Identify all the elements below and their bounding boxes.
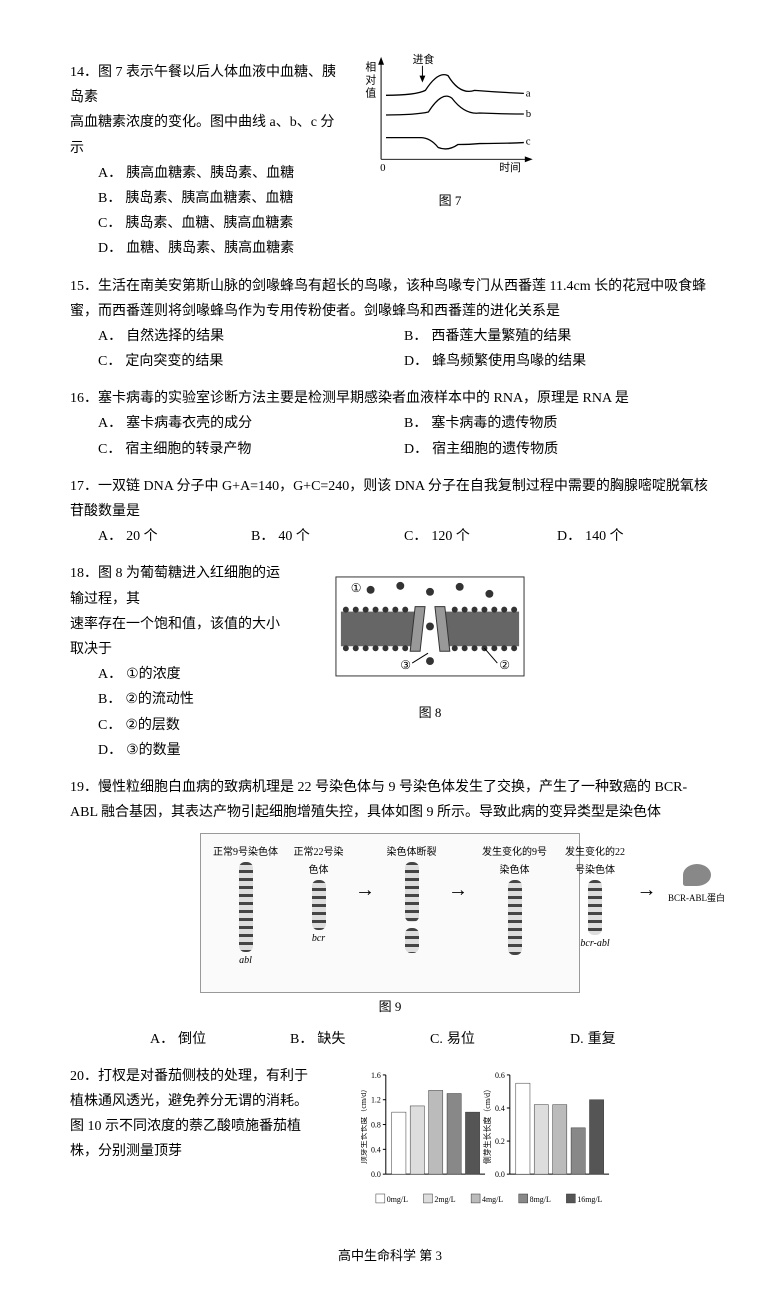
page-footer: 高中生命科学 第 3 [70,1244,710,1267]
svg-text:c: c [526,136,531,148]
q14-stem-3: 示 [70,136,340,161]
svg-text:0.8: 0.8 [371,1120,381,1129]
fig9-label-col1: 正常9号染色体 [213,844,278,862]
q20-stem: 打杈是对番茄侧枝的处理，有利于植株通风透光，避免养分无谓的消耗。图 10 示不同… [70,1069,308,1160]
q17-number: 17． [70,479,98,494]
arrow-icon: → [637,872,657,908]
q17-option-d[interactable]: D．140 个 [557,524,710,549]
svg-text:0.4: 0.4 [371,1145,381,1154]
q14-option-d[interactable]: D．血糖、胰岛素、胰高血糖素 [98,236,710,261]
figure-10: 0.00.40.81.21.6顶芽生长长度（cm/d）0.00.20.40.6侧… [360,1064,620,1214]
q20-number: 20． [70,1069,98,1084]
figure-9: 正常9号染色体 abl 正常22号染色体 bcr → 染色体断裂 → [70,833,710,1018]
q14-stem-1: 图 7 表示午餐以后人体血液中血糖、胰岛素 [70,65,336,105]
q14-stem-2: 高血糖素浓度的变化。图中曲线 a、b、c 分 [70,115,334,130]
q15-number: 15． [70,279,98,294]
svg-text:0.0: 0.0 [495,1170,505,1179]
q19-option-d[interactable]: D.重复 [570,1027,710,1052]
fig9-label-col2: 正常22号染色体 [294,844,344,880]
svg-text:16mg/L: 16mg/L [577,1195,602,1204]
svg-text:b: b [526,108,531,120]
svg-text:0: 0 [380,162,385,174]
svg-text:8mg/L: 8mg/L [530,1195,551,1204]
svg-text:0.6: 0.6 [495,1071,505,1080]
q16-option-b[interactable]: B．塞卡病毒的遗传物质 [404,411,710,436]
q19-option-a[interactable]: A．倒位 [150,1027,290,1052]
svg-text:0.4: 0.4 [495,1104,505,1113]
q15-stem: 生活在南美安第斯山脉的剑喙蜂鸟有超长的鸟喙，该种鸟喙专门从西番莲 11.4cm … [70,279,706,319]
svg-text:4mg/L: 4mg/L [482,1195,503,1204]
q17-stem: 一双链 DNA 分子中 G+A=140，G+C=240，则该 DNA 分子在自我… [70,479,708,519]
q17-option-a[interactable]: A．20 个 [98,524,251,549]
svg-text:1.2: 1.2 [371,1096,381,1105]
q19-option-c[interactable]: C.易位 [430,1027,570,1052]
q16-option-c[interactable]: C．宿主细胞的转录产物 [98,437,404,462]
figure-8-caption: 图 8 [331,701,529,724]
q15-option-b[interactable]: B．西番莲大量繁殖的结果 [404,324,710,349]
svg-text:1.6: 1.6 [371,1071,381,1080]
q17-option-c[interactable]: C．120 个 [404,524,557,549]
fig7-annot: 进食 [413,52,435,66]
q18-number: 18． [70,566,98,581]
svg-text:①: ① [351,581,362,595]
q16-stem: 塞卡病毒的实验室诊断方法主要是检测早期感染者血液样本中的 RNA，原理是 RNA… [98,391,629,406]
svg-text:a: a [526,87,531,99]
figure-7: 相 对 值 0 时间 进食 a b c 图 7 [360,50,540,180]
question-16: 16．塞卡病毒的实验室诊断方法主要是检测早期感染者血液样本中的 RNA，原理是 … [70,386,710,462]
q18-stem-1: 图 8 为葡萄糖进入红细胞的运输过程，其 [70,566,280,606]
fig9-label-sub22: 发生变化的22号染色体 [565,844,625,880]
figure-9-caption: 图 9 [70,995,710,1018]
question-18: 18．图 8 为葡萄糖进入红细胞的运输过程，其 运 输 速率存在一个饱和值，该值… [70,561,710,763]
q18-stem-2: 速率存在一个饱和值，该值的大小取决于 [70,612,290,662]
q16-number: 16． [70,391,98,406]
svg-text:2mg/L: 2mg/L [434,1195,455,1204]
q15-option-a[interactable]: A．自然选择的结果 [98,324,404,349]
question-15: 15．生活在南美安第斯山脉的剑喙蜂鸟有超长的鸟喙，该种鸟喙专门从西番莲 11.4… [70,274,710,375]
question-19: 19．慢性粒细胞白血病的致病机理是 22 号染色体与 9 号染色体发生了交换，产… [70,775,710,1052]
fig9-label-col3: 染色体断裂 [387,844,437,862]
svg-text:0.2: 0.2 [495,1137,505,1146]
q19-option-b[interactable]: B．缺失 [290,1027,430,1052]
svg-text:③: ③ [400,658,411,672]
question-14: 14．图 7 表示午餐以后人体血液中血糖、胰岛素 和 胰 高血糖素浓度的变化。图… [70,60,710,262]
q18-option-d[interactable]: D．③的数量 [98,738,710,763]
q17-option-b[interactable]: B．40 个 [251,524,404,549]
svg-text:②: ② [499,658,510,672]
svg-text:0mg/L: 0mg/L [387,1195,408,1204]
q19-number: 19． [70,780,98,795]
svg-text:侧芽生长长度（cm/d）: 侧芽生长长度（cm/d） [482,1085,492,1164]
q15-option-d[interactable]: D．蜂鸟频繁使用鸟喙的结果 [404,349,710,374]
figure-7-caption: 图 7 [361,189,539,212]
figure-8: ① ③ ② 图 8 [330,571,530,691]
fig7-ylabel: 相 [365,61,376,74]
q16-option-a[interactable]: A．塞卡病毒衣壳的成分 [98,411,404,436]
question-20: 20．打杈是对番茄侧枝的处理，有利于植株通风透光，避免养分无谓的消耗。图 10 … [70,1064,710,1224]
fig9-label-col4: 发生变化的9号染色体 [480,844,550,880]
fig9-label-protein: BCR-ABL蛋白 [668,890,725,906]
question-17: 17．一双链 DNA 分子中 G+A=140，G+C=240，则该 DNA 分子… [70,474,710,550]
svg-text:值: 值 [365,86,376,99]
fig7-xlabel: 时间 [499,161,521,174]
q14-number: 14． [70,65,98,80]
arrow-icon: → [448,872,468,908]
svg-text:0.0: 0.0 [371,1170,381,1179]
arrow-icon: → [355,872,375,908]
svg-text:对: 对 [365,72,376,86]
q19-stem: 慢性粒细胞白血病的致病机理是 22 号染色体与 9 号染色体发生了交换，产生了一… [70,780,687,820]
q15-option-c[interactable]: C．定向突变的结果 [98,349,404,374]
svg-text:顶芽生长长度（cm/d）: 顶芽生长长度（cm/d） [361,1085,368,1164]
q14-option-c[interactable]: C．胰岛素、血糖、胰高血糖素 [98,211,710,236]
q16-option-d[interactable]: D．宿主细胞的遗传物质 [404,437,710,462]
